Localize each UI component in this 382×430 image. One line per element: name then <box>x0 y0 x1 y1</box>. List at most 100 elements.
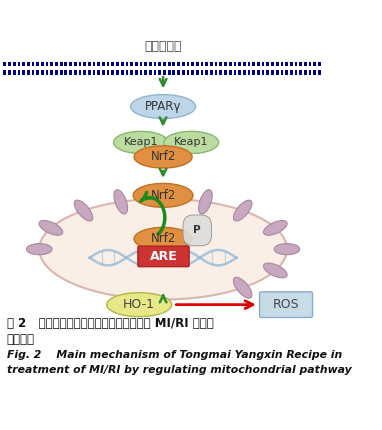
Bar <box>206 70 208 74</box>
Bar <box>248 70 250 74</box>
Bar <box>229 62 231 66</box>
Bar <box>18 62 20 66</box>
Bar <box>233 62 236 66</box>
Bar <box>97 62 100 66</box>
Bar <box>191 70 194 74</box>
Bar <box>309 70 311 74</box>
Bar <box>295 70 297 74</box>
Ellipse shape <box>74 200 93 221</box>
Bar <box>253 62 255 66</box>
Bar <box>74 70 77 74</box>
Bar <box>93 70 96 74</box>
Bar <box>154 62 157 66</box>
Bar <box>112 70 114 74</box>
Text: 通脉养心方: 通脉养心方 <box>144 40 182 53</box>
Ellipse shape <box>164 131 219 154</box>
Bar <box>238 70 241 74</box>
Bar <box>262 70 264 74</box>
Bar <box>65 70 67 74</box>
Bar <box>36 62 39 66</box>
Bar <box>266 70 269 74</box>
Bar <box>121 62 123 66</box>
Ellipse shape <box>233 277 252 298</box>
Bar <box>271 62 274 66</box>
Bar <box>271 70 274 74</box>
Bar <box>219 62 222 66</box>
Bar <box>201 62 203 66</box>
Ellipse shape <box>113 131 168 154</box>
Bar <box>149 70 152 74</box>
Ellipse shape <box>264 263 287 278</box>
Ellipse shape <box>134 227 192 250</box>
Bar <box>182 62 185 66</box>
Bar <box>159 70 161 74</box>
Bar <box>65 62 67 66</box>
Bar <box>126 62 128 66</box>
Bar <box>8 70 11 74</box>
Ellipse shape <box>131 95 196 119</box>
Bar <box>280 62 283 66</box>
Text: Fig. 2    Main mechanism of Tongmai Yangxin Recipe in: Fig. 2 Main mechanism of Tongmai Yangxin… <box>7 350 342 360</box>
Bar <box>22 70 25 74</box>
Bar <box>238 62 241 66</box>
Bar <box>313 62 316 66</box>
Bar <box>13 62 16 66</box>
Bar <box>83 70 86 74</box>
Bar <box>69 62 72 66</box>
Ellipse shape <box>264 221 287 235</box>
Bar <box>215 62 217 66</box>
Bar <box>159 62 161 66</box>
Bar <box>299 62 302 66</box>
Bar <box>196 62 199 66</box>
Text: PPARγ: PPARγ <box>145 100 181 113</box>
Bar <box>295 62 297 66</box>
Bar <box>27 70 30 74</box>
Bar <box>135 62 138 66</box>
Bar <box>168 62 170 66</box>
Text: Nrf2: Nrf2 <box>151 189 176 202</box>
Ellipse shape <box>274 244 300 255</box>
Ellipse shape <box>134 146 192 168</box>
Bar <box>318 70 321 74</box>
Bar <box>69 70 72 74</box>
Bar <box>191 62 194 66</box>
Bar <box>102 70 105 74</box>
Bar <box>313 70 316 74</box>
Ellipse shape <box>114 190 128 214</box>
Bar <box>79 62 81 66</box>
Ellipse shape <box>233 200 252 221</box>
Text: P: P <box>193 225 201 235</box>
Ellipse shape <box>39 199 287 300</box>
Bar <box>50 70 53 74</box>
Text: 作用机制: 作用机制 <box>7 333 35 346</box>
Bar <box>285 62 288 66</box>
Bar <box>102 62 105 66</box>
Bar <box>27 62 30 66</box>
Bar <box>55 62 58 66</box>
Bar <box>177 62 180 66</box>
Bar <box>13 70 16 74</box>
Bar <box>177 70 180 74</box>
Bar <box>130 62 133 66</box>
Bar <box>130 70 133 74</box>
Bar <box>280 70 283 74</box>
Bar <box>290 62 293 66</box>
Bar <box>248 62 250 66</box>
Bar <box>83 62 86 66</box>
Bar <box>36 70 39 74</box>
Bar <box>299 70 302 74</box>
Bar <box>8 62 11 66</box>
Bar <box>196 70 199 74</box>
Bar <box>154 70 157 74</box>
Bar <box>46 62 49 66</box>
Bar <box>74 62 77 66</box>
FancyBboxPatch shape <box>138 246 189 267</box>
Bar <box>139 70 142 74</box>
Bar <box>93 62 96 66</box>
Bar <box>243 62 246 66</box>
Bar <box>304 70 307 74</box>
Bar <box>22 62 25 66</box>
Text: Keap1: Keap1 <box>124 138 158 147</box>
Text: ROS: ROS <box>273 298 299 311</box>
Bar <box>210 70 213 74</box>
